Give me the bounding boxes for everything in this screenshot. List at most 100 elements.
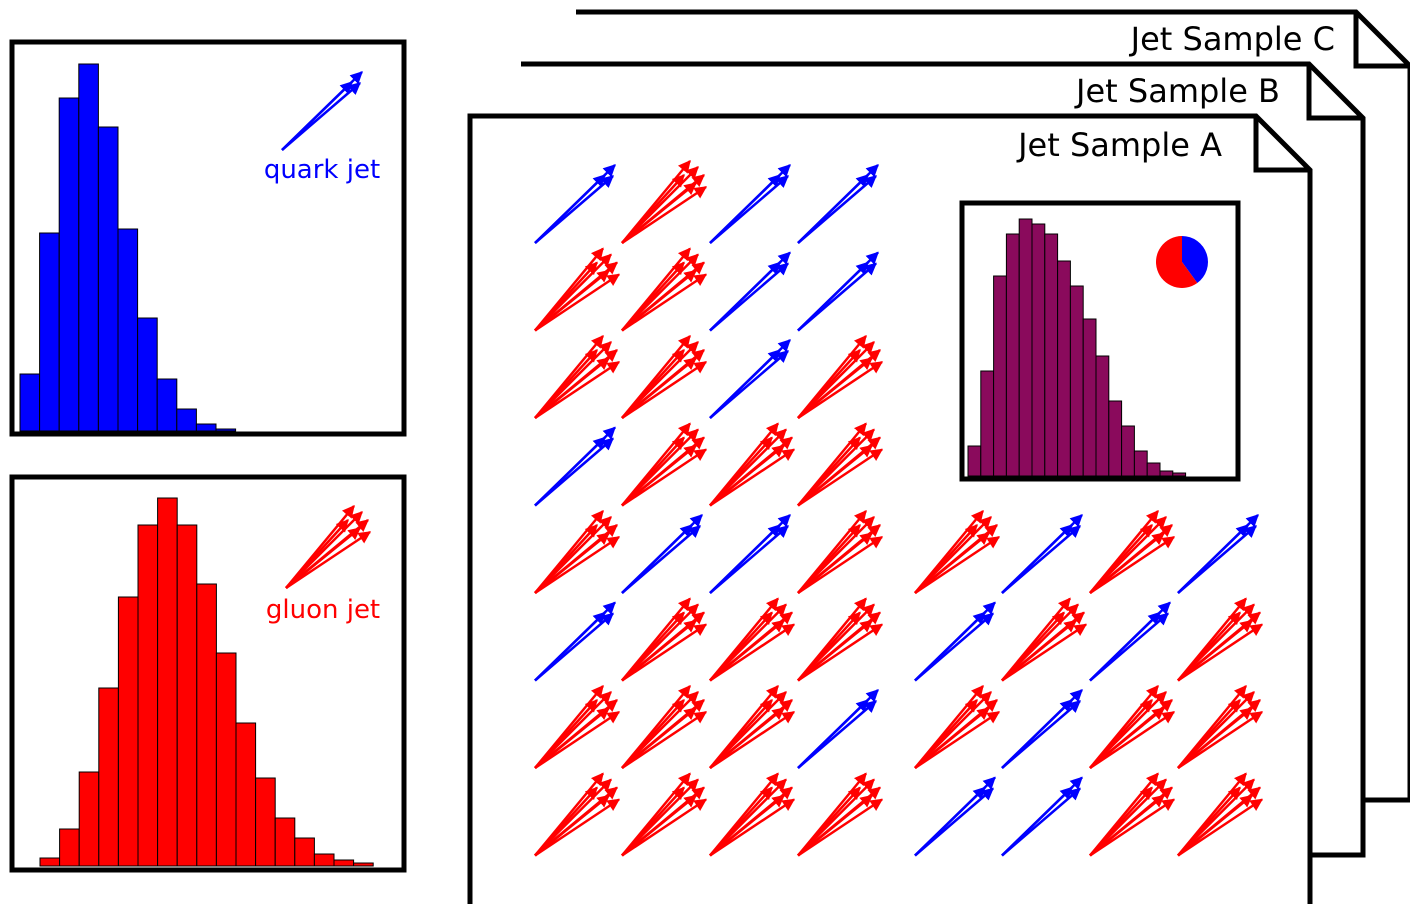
jet-arrow (621, 619, 697, 682)
gluon-jet-icon (534, 772, 621, 857)
jet-arrow (797, 436, 861, 507)
histogram-bar (333, 859, 355, 867)
jet-arrow (914, 535, 1001, 595)
jet-arrow (709, 786, 773, 857)
jet-arrow (534, 535, 621, 595)
histogram-bar (1108, 400, 1123, 477)
histogram-bar (294, 837, 315, 867)
gluon-label: gluon jet (266, 595, 380, 625)
jet-arrow (797, 619, 873, 682)
jet-arrow (1001, 611, 1065, 682)
jet-arrow (797, 535, 884, 595)
jet-arrow (534, 175, 614, 244)
jet-arrow (797, 623, 884, 682)
histogram-bar (1082, 318, 1097, 477)
gluon-jet-icon (797, 422, 884, 507)
jet-arrow (1177, 710, 1264, 770)
jet-arrow (709, 444, 785, 507)
jet-arrow (709, 448, 796, 507)
jet-arrow (621, 185, 708, 245)
histogram-bar (157, 497, 178, 867)
quark-jet-icon (797, 164, 879, 244)
jet-arrow (1177, 794, 1253, 857)
quark-jet-icon (914, 601, 996, 682)
jet-arrow (534, 349, 598, 419)
jet-arrow (1089, 612, 1169, 682)
gluon-jet-icon (621, 160, 708, 245)
jet-arrow (914, 612, 994, 682)
jet-arrow (621, 798, 708, 857)
gluon-jet-icon (1177, 772, 1264, 857)
jet-arrow (797, 360, 884, 420)
jet-arrow (709, 699, 773, 769)
sheet-a-fold (1253, 116, 1310, 173)
jet-arrow (797, 175, 877, 244)
jet-arrow (621, 436, 685, 507)
gluon-jet-icon (797, 335, 884, 420)
jet-arrow (621, 182, 697, 244)
jet-arrow (1177, 619, 1253, 682)
histogram-bar (59, 828, 80, 867)
histogram-bar (195, 423, 217, 432)
histogram-bar (78, 63, 99, 432)
gluon-jet-icon (621, 335, 708, 420)
jet-arrow (797, 700, 877, 769)
jet-arrow (797, 532, 873, 594)
histogram-bar (39, 857, 61, 867)
quark-jet-icon (1001, 689, 1083, 769)
jet-arrow (709, 262, 789, 332)
jet-arrow (709, 175, 789, 244)
jet-arrow (709, 350, 789, 419)
jet-arrow (1177, 611, 1241, 682)
gluon-jet-icon (1177, 597, 1264, 682)
gluon-jet-icon (621, 772, 708, 857)
gluon-jet-icon (797, 510, 884, 595)
quark-jet-icon (534, 426, 616, 507)
jet-arrow (797, 611, 861, 682)
jet-arrow (621, 699, 685, 769)
jet-arrow (1089, 699, 1153, 769)
jet-arrow (1177, 786, 1241, 857)
quark-jet-icon (1177, 514, 1259, 594)
gluon-jet-icon (534, 510, 621, 595)
jet-arrow (914, 710, 1001, 770)
quark-jet-icon (534, 601, 616, 682)
jet-arrow (534, 357, 610, 419)
histogram-bar (1044, 233, 1059, 477)
quark-jet-icon (1089, 601, 1171, 682)
gluon-jet-icon (1001, 597, 1088, 682)
jet-arrow (797, 794, 873, 857)
jet-arrow (709, 436, 773, 507)
histogram-bar (1005, 233, 1020, 477)
gluon-jet-icon (709, 422, 796, 507)
gluon-jet-icon (914, 685, 1001, 770)
pie-slice (1182, 236, 1209, 284)
jet-arrow (534, 612, 614, 682)
jet-arrow (797, 448, 884, 507)
histogram-bar (176, 408, 197, 432)
quark-jet-icon (709, 251, 791, 332)
jet-arrow (534, 269, 610, 332)
jet-arrow (621, 174, 685, 244)
gluon-jet-icon (797, 772, 884, 857)
histogram-bar (1146, 462, 1161, 477)
gluon-jet-icon (709, 685, 796, 770)
histogram-bar (353, 862, 374, 867)
jet-arrow (281, 82, 361, 151)
histogram-bar (97, 126, 119, 432)
histogram-bar (1057, 260, 1071, 477)
gluon-jet-icon (709, 772, 796, 857)
histogram-bar (993, 275, 1007, 477)
jet-arrow (1177, 707, 1253, 769)
jet-arrow (621, 261, 685, 332)
jet-arrow (1177, 798, 1264, 857)
histogram-bar (1121, 425, 1135, 477)
gluon-jet-icon (621, 685, 708, 770)
jet-arrow (914, 787, 994, 857)
gluon-jet-icon (621, 422, 708, 507)
jet-arrow (797, 786, 861, 857)
histogram-bar (1018, 218, 1033, 477)
histogram-bar (39, 232, 60, 432)
gluon-jet-icon (621, 597, 708, 682)
quark-jet-icon (1001, 776, 1083, 857)
